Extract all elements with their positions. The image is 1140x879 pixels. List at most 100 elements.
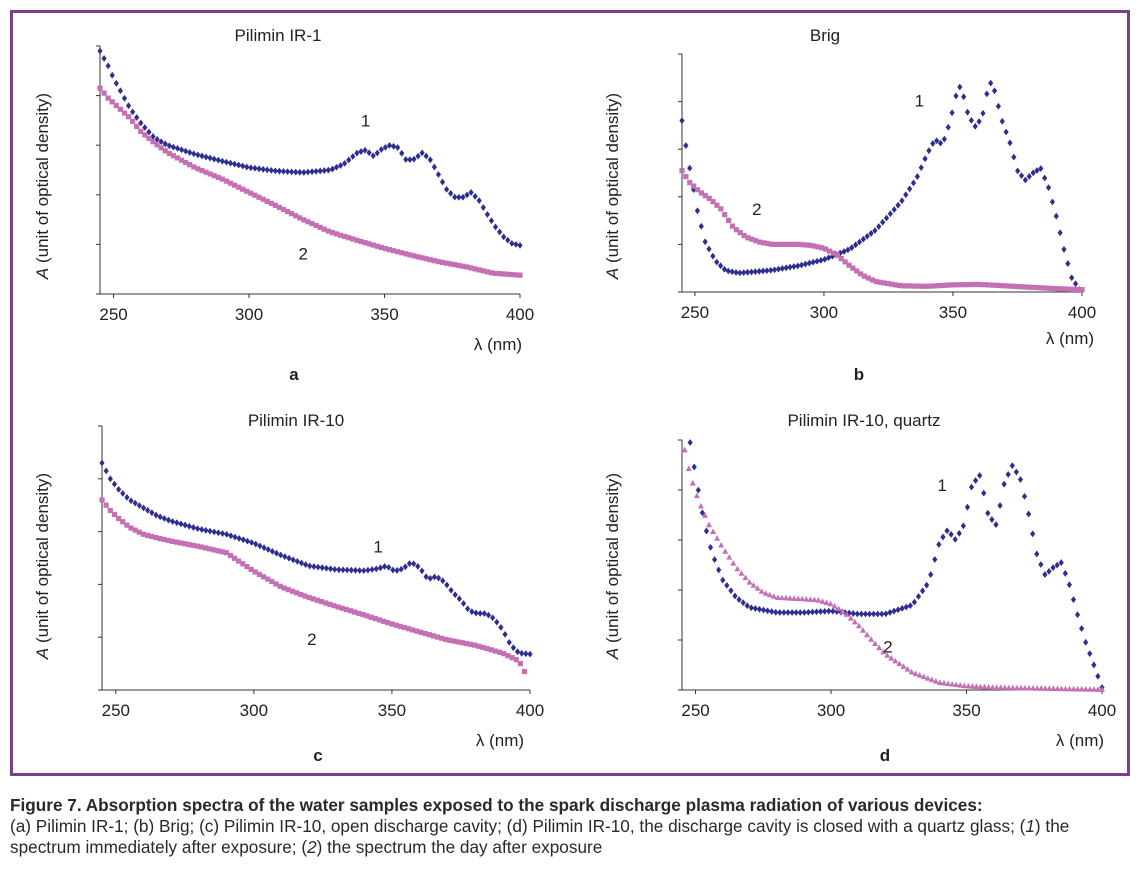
x-tick-label: 350 bbox=[370, 305, 398, 324]
data-point bbox=[313, 222, 319, 229]
data-point bbox=[502, 631, 508, 638]
data-point bbox=[1013, 468, 1019, 476]
data-point bbox=[729, 268, 735, 276]
data-point bbox=[401, 624, 407, 631]
data-point bbox=[313, 167, 319, 175]
data-point bbox=[113, 102, 119, 109]
data-point bbox=[1069, 274, 1075, 282]
data-point bbox=[224, 530, 230, 538]
data-point bbox=[1022, 176, 1029, 184]
data-point bbox=[1066, 581, 1072, 589]
data-point bbox=[174, 519, 180, 527]
data-point bbox=[1034, 685, 1041, 691]
data-point bbox=[120, 519, 126, 525]
data-point bbox=[157, 513, 163, 521]
data-point bbox=[426, 632, 432, 638]
data-point bbox=[1007, 139, 1013, 147]
data-point bbox=[1056, 286, 1062, 292]
data-point bbox=[497, 649, 503, 655]
data-point bbox=[758, 588, 765, 594]
data-point bbox=[337, 232, 344, 238]
caption-fragment: 2 bbox=[307, 837, 317, 857]
data-point bbox=[791, 263, 797, 270]
data-point bbox=[835, 605, 842, 612]
data-point bbox=[325, 228, 331, 234]
data-point bbox=[856, 238, 863, 246]
data-point bbox=[386, 563, 392, 571]
data-point bbox=[138, 119, 144, 127]
data-point bbox=[841, 248, 847, 255]
data-point bbox=[784, 241, 790, 247]
data-point bbox=[390, 248, 397, 254]
data-point bbox=[806, 259, 812, 267]
data-point bbox=[473, 609, 479, 617]
data-point bbox=[153, 534, 159, 541]
data-point bbox=[813, 608, 820, 616]
y-axis-label-symbol: A bbox=[33, 268, 52, 280]
data-point bbox=[480, 268, 486, 274]
data-point bbox=[195, 166, 201, 172]
data-point bbox=[423, 256, 429, 262]
data-point bbox=[211, 547, 217, 553]
data-point bbox=[161, 515, 167, 522]
data-point bbox=[687, 439, 693, 446]
data-point bbox=[1005, 283, 1011, 289]
data-point bbox=[685, 465, 692, 472]
data-point bbox=[236, 161, 242, 169]
data-point bbox=[734, 565, 741, 572]
data-point bbox=[1065, 260, 1071, 267]
data-point bbox=[142, 132, 148, 138]
data-point bbox=[826, 254, 832, 262]
data-point bbox=[912, 670, 919, 677]
data-point bbox=[427, 257, 433, 263]
data-point bbox=[997, 282, 1004, 289]
data-point bbox=[776, 241, 782, 247]
data-point bbox=[290, 556, 296, 564]
data-point bbox=[699, 509, 705, 517]
data-point bbox=[797, 609, 803, 616]
series-2 bbox=[97, 85, 523, 278]
data-point bbox=[166, 142, 172, 150]
data-point bbox=[691, 463, 697, 471]
data-point bbox=[1046, 568, 1052, 575]
data-point bbox=[187, 149, 193, 156]
data-point bbox=[456, 262, 462, 269]
data-point bbox=[370, 242, 376, 248]
data-point bbox=[741, 269, 747, 276]
data-point bbox=[1026, 173, 1032, 180]
x-tick-label: 400 bbox=[516, 701, 544, 720]
data-point bbox=[431, 163, 437, 171]
data-point bbox=[1003, 128, 1009, 136]
data-point bbox=[435, 574, 442, 582]
data-point bbox=[191, 150, 197, 158]
series-label: 1 bbox=[373, 538, 382, 557]
series-label: 2 bbox=[752, 200, 761, 219]
data-point bbox=[301, 217, 307, 223]
data-point bbox=[948, 530, 954, 538]
data-point bbox=[814, 257, 820, 265]
data-point bbox=[819, 598, 826, 604]
data-point bbox=[1005, 684, 1012, 691]
x-tick-label: 400 bbox=[1088, 701, 1116, 720]
data-point bbox=[819, 245, 825, 251]
data-point bbox=[140, 531, 147, 537]
data-point bbox=[974, 281, 980, 288]
data-point bbox=[464, 191, 470, 199]
data-point bbox=[984, 90, 990, 98]
data-point bbox=[236, 558, 242, 564]
data-point bbox=[369, 566, 375, 573]
data-point bbox=[227, 552, 233, 559]
data-point bbox=[517, 241, 523, 249]
data-point bbox=[823, 246, 829, 252]
data-point bbox=[756, 605, 763, 613]
data-point bbox=[174, 145, 181, 152]
data-point bbox=[211, 528, 217, 536]
data-point bbox=[240, 536, 246, 544]
data-point bbox=[378, 146, 384, 153]
data-point bbox=[694, 187, 701, 193]
data-point bbox=[1058, 685, 1065, 692]
data-point bbox=[415, 562, 421, 570]
data-point bbox=[745, 235, 751, 241]
data-point bbox=[679, 117, 685, 125]
data-point bbox=[215, 529, 221, 537]
